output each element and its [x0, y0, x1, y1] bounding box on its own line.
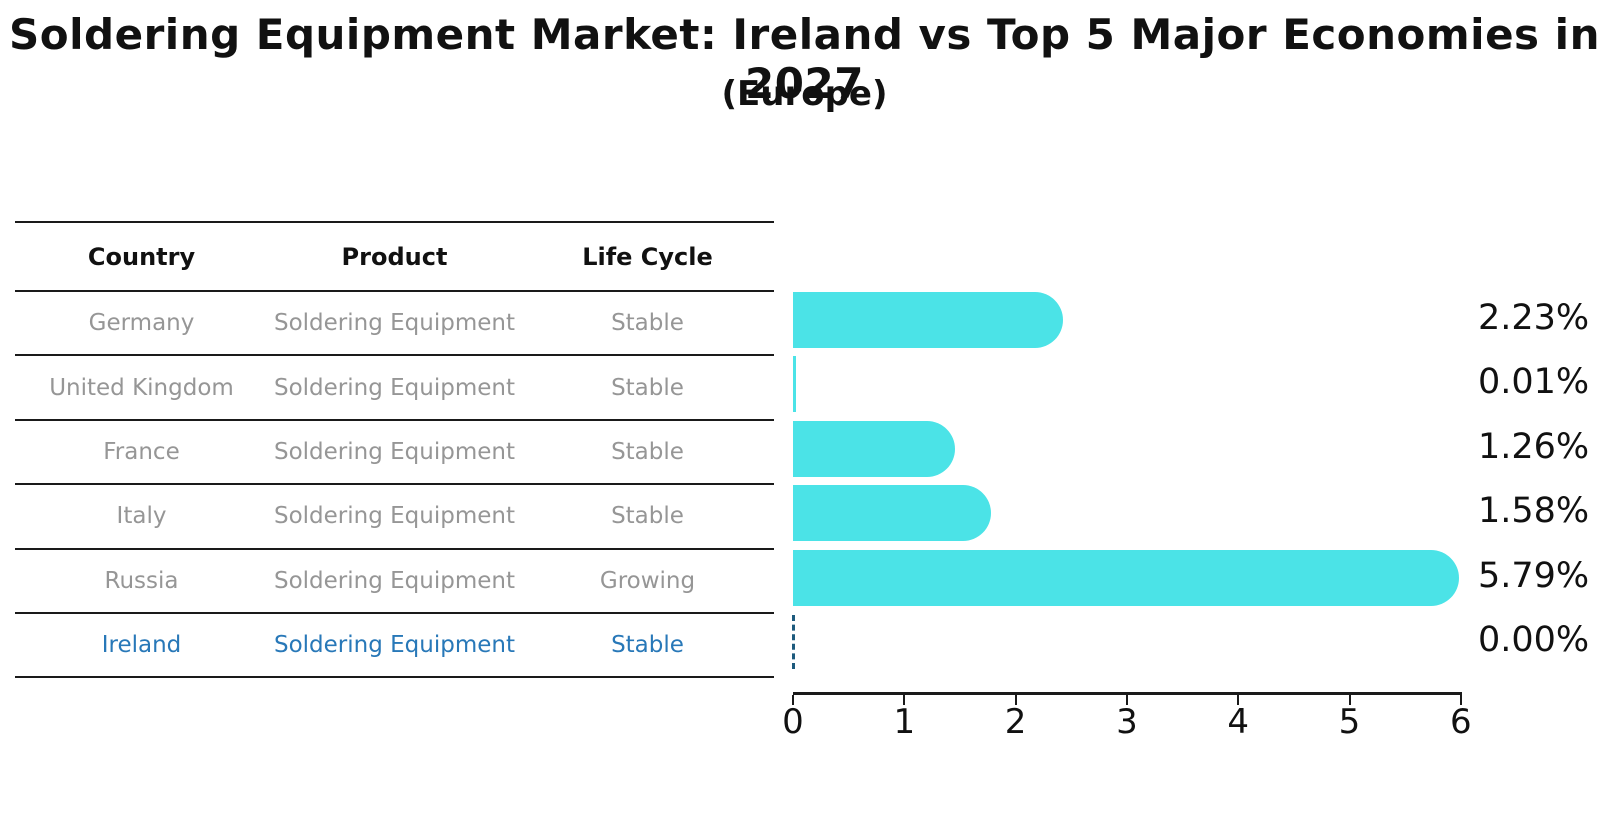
data-table: Country Product Life Cycle Germany Solder… — [15, 221, 774, 679]
bar-germany — [793, 292, 1064, 348]
zero-value-dashed-marker — [792, 615, 795, 669]
chart-title: Soldering Equipment Market: Ireland vs T… — [9, 10, 1600, 108]
value-label: 0.00% — [1478, 620, 1590, 660]
x-axis-tick — [1237, 695, 1240, 705]
table-row: Italy Soldering Equipment Stable — [15, 485, 774, 550]
cell-product: Soldering Equipment — [274, 567, 515, 594]
bar-united-kingdom — [793, 356, 796, 413]
cell-product: Soldering Equipment — [274, 374, 515, 401]
cell-country: Russia — [104, 567, 179, 594]
x-axis-tick-label: 1 — [893, 702, 916, 742]
cell-product: Soldering Equipment — [274, 310, 515, 337]
cell-product: Soldering Equipment — [274, 503, 515, 530]
value-label: 0.01% — [1478, 362, 1590, 403]
bar-italy — [793, 485, 991, 542]
x-axis-tick — [1459, 695, 1462, 705]
x-axis-tick-label: 5 — [1338, 702, 1361, 742]
table-row: France Soldering Equipment Stable — [15, 421, 774, 486]
column-header-life-cycle: Life Cycle — [582, 242, 713, 271]
table-row: Russia Soldering Equipment Growing — [15, 550, 774, 614]
x-axis-tick-label: 2 — [1004, 702, 1027, 742]
value-label: 5.79% — [1478, 555, 1590, 596]
cell-product: Soldering Equipment — [274, 438, 515, 465]
cell-country: United Kingdom — [49, 374, 234, 401]
table-row: Ireland Soldering Equipment Stable — [15, 614, 774, 679]
x-axis-tick-label: 3 — [1116, 702, 1138, 742]
x-axis-tick-label: 6 — [1449, 702, 1472, 742]
table-header-row: Country Product Life Cycle — [15, 223, 774, 292]
bar-russia — [793, 549, 1460, 606]
chart-subtitle: (Europe) — [721, 74, 888, 114]
cell-country: Germany — [88, 310, 195, 337]
x-axis-tick — [792, 695, 794, 705]
cell-life-cycle: Stable — [611, 374, 684, 401]
cell-product: Soldering Equipment — [274, 632, 515, 659]
x-axis-tick-label: 0 — [782, 702, 804, 742]
table-body: Germany Soldering Equipment Stable United K… — [15, 292, 774, 679]
cell-country: Ireland — [101, 632, 182, 659]
column-header-product: Product — [341, 242, 448, 271]
cell-life-cycle: Stable — [611, 632, 684, 659]
bar-france — [793, 420, 956, 477]
x-axis-tick — [1014, 695, 1017, 705]
cell-life-cycle: Stable — [611, 503, 684, 530]
cell-life-cycle: Growing — [599, 567, 696, 594]
value-label: 1.26% — [1478, 426, 1590, 467]
x-axis-line — [793, 692, 1462, 695]
x-axis-tick — [1125, 695, 1128, 705]
cell-country: France — [103, 438, 180, 465]
x-axis-tick — [1348, 695, 1351, 705]
column-header-country: Country — [87, 242, 196, 271]
x-axis-tick-label: 4 — [1227, 702, 1249, 742]
table-row: United Kingdom Soldering Equipment Stable — [15, 356, 774, 421]
table-row: Germany Soldering Equipment Stable — [15, 292, 774, 357]
value-label: 2.23% — [1478, 298, 1590, 338]
x-axis-tick — [903, 695, 906, 705]
value-label: 1.58% — [1478, 491, 1590, 532]
cell-life-cycle: Stable — [611, 438, 684, 465]
cell-life-cycle: Stable — [611, 310, 684, 337]
cell-country: Italy — [116, 503, 167, 530]
